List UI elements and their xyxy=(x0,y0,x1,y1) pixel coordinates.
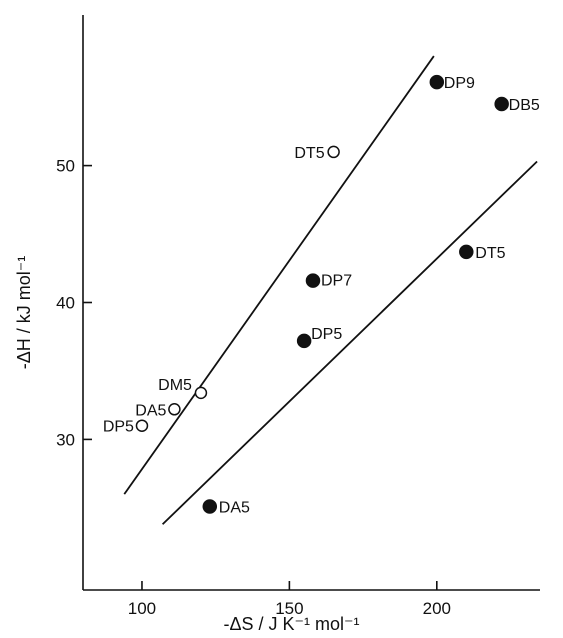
data-point-filled xyxy=(429,74,445,90)
data-point-open xyxy=(135,419,149,432)
data-point-open xyxy=(327,145,340,159)
point-label: DP7 xyxy=(321,273,352,290)
x-tick-label: 150 xyxy=(275,599,303,618)
x-tick-label: 200 xyxy=(423,599,451,618)
data-point-filled xyxy=(305,273,321,288)
data-point-open xyxy=(194,386,208,400)
point-label: DB5 xyxy=(509,97,540,114)
point-label: DT5 xyxy=(475,245,505,262)
point-label: DT5 xyxy=(294,145,324,162)
point-label: DP5 xyxy=(103,419,134,436)
fit-line xyxy=(123,55,435,495)
point-label: DP5 xyxy=(311,326,342,343)
y-axis-label: -ΔH / kJ mol⁻¹ xyxy=(14,256,34,370)
point-label: DA5 xyxy=(135,402,166,419)
data-point-filled xyxy=(202,499,218,514)
data-point-filled xyxy=(459,244,474,260)
data-point-filled xyxy=(494,96,509,112)
x-axis-label: -ΔS / J K⁻¹ mol⁻¹ xyxy=(223,614,359,634)
y-tick-label: 50 xyxy=(56,157,75,176)
y-tick-label: 40 xyxy=(56,294,75,313)
data-point-open xyxy=(168,403,181,416)
point-label: DP9 xyxy=(444,75,475,92)
y-tick-label: 30 xyxy=(56,430,75,449)
point-label: DM5 xyxy=(158,377,192,394)
x-tick-label: 100 xyxy=(128,599,156,618)
point-label: DA5 xyxy=(219,499,250,516)
fit-line xyxy=(161,160,538,525)
data-point-filled xyxy=(296,333,312,349)
